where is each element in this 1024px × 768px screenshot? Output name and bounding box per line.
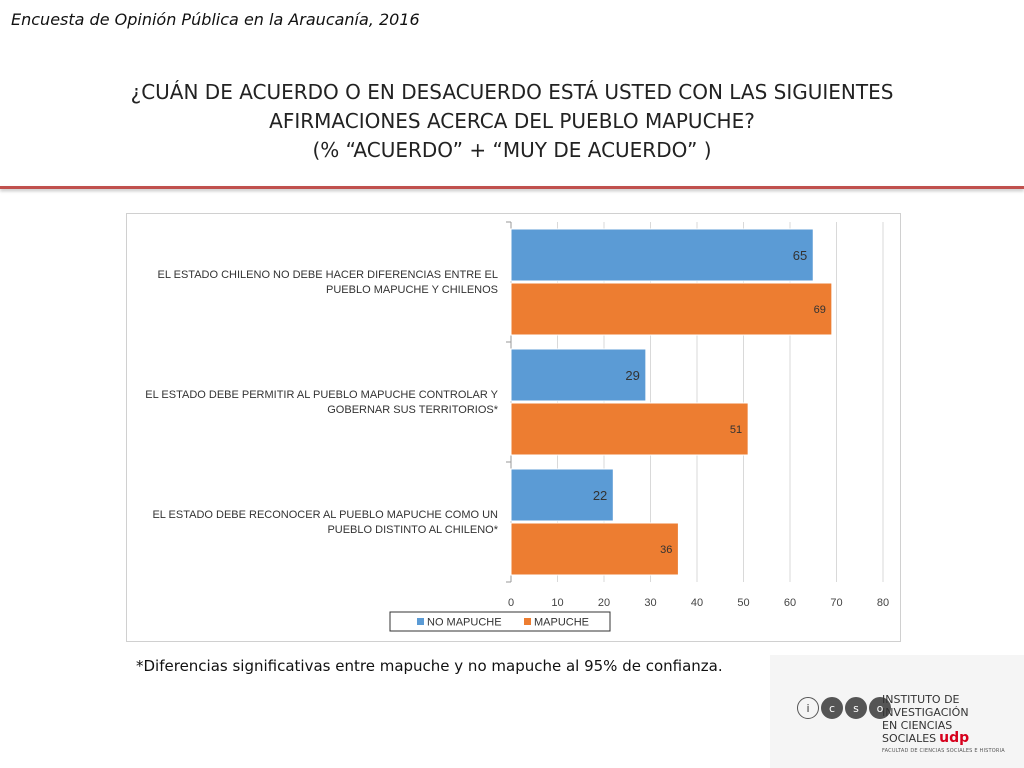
header-divider [0,186,1024,189]
chart-frame: 0 10 20 30 40 50 60 70 80 65 69 EL ESTADO CHILENO N… [126,213,901,642]
x-tick-label: 70 [830,597,842,609]
x-tick-label: 80 [877,597,889,609]
logo-line-2: EN CIENCIAS SOCIALES udp [882,719,1024,745]
logo-subtitle: FACULTAD DE CIENCIAS SOCIALES E HISTORIA [882,748,1005,754]
question-line-2: AFIRMACIONES ACERCA DEL PUEBLO MAPUCHE? [269,109,755,133]
question-line-3: (% “ACUERDO” + “MUY DE ACUERDO” ) [312,138,712,162]
data-label: 36 [660,544,672,556]
category-label: EL ESTADO DEBE PERMITIR AL PUEBLO MAPUCH… [145,389,498,401]
category-label: PUEBLO DISTINTO AL CHILENO* [327,524,498,536]
logo-circle-o: o [869,697,891,719]
bar-no-mapuche [510,468,614,522]
logo-circle-s: s [845,697,867,719]
legend-label: MAPUCHE [534,617,589,629]
institution-logo: i c s o INSTITUTO DE INVESTIGACIÓN EN CI… [770,655,1024,768]
x-tick-label: 60 [784,597,796,609]
bar-no-mapuche [510,348,647,402]
category-label: PUEBLO MAPUCHE Y CHILENOS [326,284,498,296]
category-label: GOBERNAR SUS TERRITORIOS* [327,404,498,416]
x-tick-label: 10 [551,597,563,609]
legend-swatch [417,618,424,625]
bar-no-mapuche [510,228,814,282]
data-label: 65 [793,248,807,263]
bar-mapuche [510,522,679,576]
logo-line-1: INSTITUTO DE INVESTIGACIÓN [882,693,969,719]
legend-label: NO MAPUCHE [427,617,502,629]
data-label: 51 [730,424,742,436]
data-label: 69 [814,304,826,316]
x-tick-label: 20 [598,597,610,609]
question-line-1: ¿CUÁN DE ACUERDO O EN DESACUERDO ESTÁ US… [130,80,894,104]
logo-circle-c: c [821,697,843,719]
presentation-title: Encuesta de Opinión Pública en la Arauca… [11,10,420,29]
x-tick-label: 50 [737,597,749,609]
bar-mapuche [510,282,833,336]
x-tick-label: 0 [508,597,514,609]
bar-mapuche [510,402,749,456]
data-label: 29 [625,368,639,383]
footnote: *Diferencias significativas entre mapuch… [136,657,723,675]
data-label: 22 [593,488,607,503]
logo-circle-i: i [797,697,819,719]
bar-chart: 0 10 20 30 40 50 60 70 80 65 69 EL ESTADO CHILENO N… [145,221,889,632]
category-label: EL ESTADO CHILENO NO DEBE HACER DIFERENC… [158,269,498,281]
category-label: EL ESTADO DEBE RECONOCER AL PUEBLO MAPUC… [152,509,498,521]
legend-swatch [524,618,531,625]
icso-logo-mark: i c s o [797,697,893,719]
udp-brand: udp [939,730,970,746]
legend-box [389,611,611,632]
survey-question: ¿CUÁN DE ACUERDO O EN DESACUERDO ESTÁ US… [0,78,1024,165]
logo-text: INSTITUTO DE INVESTIGACIÓN EN CIENCIAS S… [882,693,1024,754]
x-tick-label: 40 [691,597,703,609]
logo-line-2-text: EN CIENCIAS SOCIALES [882,719,953,745]
x-tick-label: 30 [644,597,656,609]
